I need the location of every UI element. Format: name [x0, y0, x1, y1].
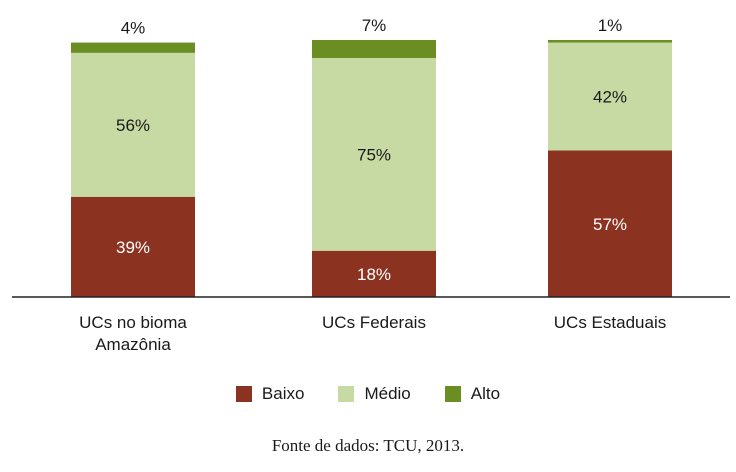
data-label-alto-2: 7% [362, 16, 387, 35]
legend-item-medio: Médio [338, 384, 411, 404]
bar-alto-3 [548, 40, 672, 43]
source-note: Fonte de dados: TCU, 2013. [271, 436, 465, 455]
bar-baixo-3 [548, 150, 672, 297]
legend: Baixo Médio Alto [0, 384, 736, 404]
data-label-medio-1: 56% [116, 116, 150, 135]
data-label-baixo-2: 18% [357, 265, 391, 284]
legend-item-alto: Alto [444, 384, 501, 404]
data-label-baixo-3: 57% [593, 215, 627, 234]
legend-label-alto: Alto [470, 384, 501, 403]
bar-baixo-1 [71, 196, 195, 297]
legend-swatch-medio [338, 386, 355, 402]
x-tick-label-2-1: UCs Federais [322, 313, 426, 332]
bar-alto-2 [312, 40, 436, 58]
data-label-medio-3: 42% [593, 88, 627, 107]
x-tick-label-1-2: Amazônia [95, 335, 171, 354]
legend-swatch-alto [444, 386, 461, 402]
data-label-alto-3: 1% [598, 16, 623, 35]
x-tick-label-3-1: UCs Estaduais [554, 313, 666, 332]
legend-item-baixo: Baixo [235, 384, 305, 404]
bar-alto-1 [71, 42, 195, 53]
data-label-medio-2: 75% [357, 145, 391, 164]
bar-baixo-2 [312, 250, 436, 297]
bar-medio-2 [312, 57, 436, 251]
legend-label-medio: Médio [364, 384, 411, 403]
x-tick-label-1-1: UCs no bioma [79, 313, 187, 332]
bar-medio-3 [548, 42, 672, 151]
data-label-baixo-1: 39% [116, 238, 150, 257]
legend-swatch-baixo [235, 386, 252, 402]
legend-label-baixo: Baixo [261, 384, 305, 403]
stacked-bar-chart: 39% 56% 4% UCs no bioma Amazônia 18% 75% 7% UCs … [12, 16, 730, 354]
data-label-alto-1: 4% [121, 19, 146, 38]
bar-medio-1 [71, 52, 195, 197]
